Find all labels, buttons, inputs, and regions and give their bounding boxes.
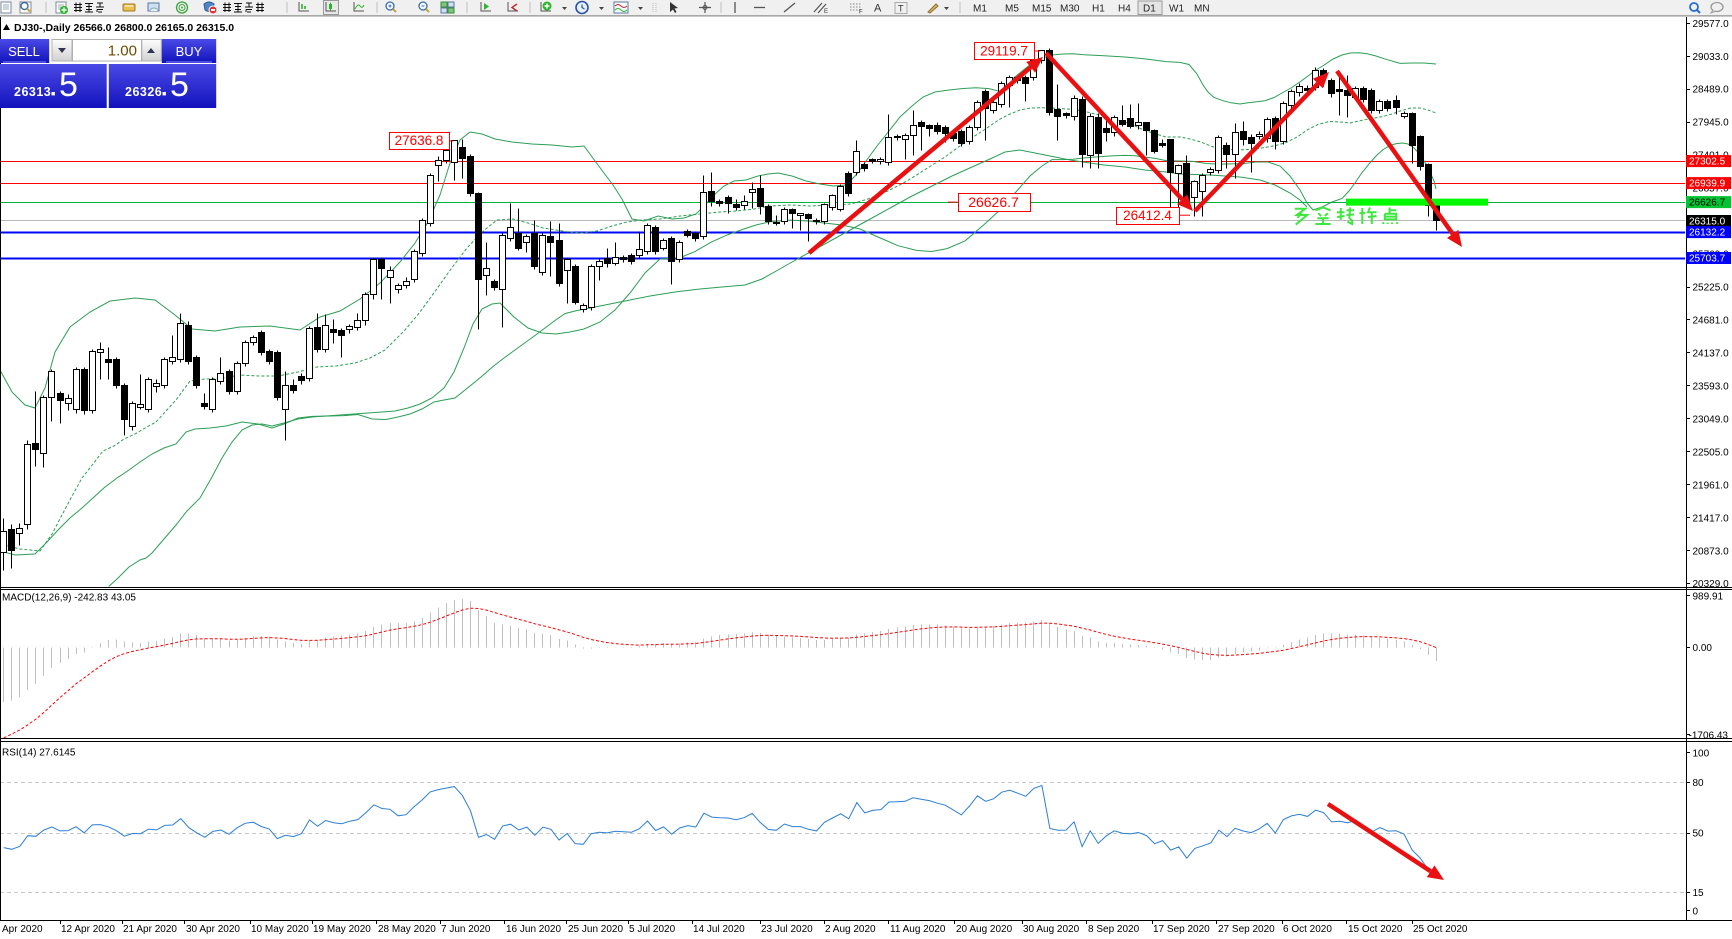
svg-text:26315.0: 26315.0 bbox=[1689, 217, 1726, 228]
svg-text:21961.0: 21961.0 bbox=[1693, 480, 1730, 491]
svg-text:22505.0: 22505.0 bbox=[1693, 447, 1730, 458]
svg-text:23593.0: 23593.0 bbox=[1693, 381, 1730, 392]
svg-text:0: 0 bbox=[1693, 907, 1699, 918]
svg-text:25 Jun 2020: 25 Jun 2020 bbox=[568, 924, 623, 935]
svg-text:BUY: BUY bbox=[176, 44, 203, 59]
svg-text:23 Jul 2020: 23 Jul 2020 bbox=[761, 924, 813, 935]
svg-text:15 Oct 2020: 15 Oct 2020 bbox=[1348, 924, 1403, 935]
svg-text:20873.0: 20873.0 bbox=[1693, 546, 1730, 557]
svg-text:8 Sep 2020: 8 Sep 2020 bbox=[1088, 924, 1140, 935]
svg-text:29033.0: 29033.0 bbox=[1693, 52, 1730, 63]
svg-text:DJ30-,Daily 26566.0 26800.0 2: DJ30-,Daily 26566.0 26800.0 26165.0 2631… bbox=[14, 22, 234, 34]
svg-text:27 Sep 2020: 27 Sep 2020 bbox=[1218, 924, 1275, 935]
svg-text:11 Aug 2020: 11 Aug 2020 bbox=[890, 924, 946, 935]
svg-text:27945.0: 27945.0 bbox=[1693, 118, 1730, 129]
svg-text:30 Aug 2020: 30 Aug 2020 bbox=[1023, 924, 1080, 935]
svg-text:M5: M5 bbox=[1005, 4, 1019, 15]
svg-text:MN: MN bbox=[1194, 4, 1210, 15]
svg-text:20 Aug 2020: 20 Aug 2020 bbox=[956, 924, 1013, 935]
svg-text:M15: M15 bbox=[1032, 4, 1052, 15]
svg-text:12 Apr 2020: 12 Apr 2020 bbox=[61, 924, 115, 935]
svg-text:RSI(14) 27.6145: RSI(14) 27.6145 bbox=[2, 748, 76, 759]
svg-text:23049.0: 23049.0 bbox=[1693, 414, 1730, 425]
svg-text:24681.0: 24681.0 bbox=[1693, 316, 1730, 327]
svg-text:SELL: SELL bbox=[8, 44, 40, 59]
svg-text:-1706.43: -1706.43 bbox=[1689, 731, 1729, 742]
svg-text:5: 5 bbox=[59, 66, 78, 104]
svg-text:26313: 26313 bbox=[14, 85, 51, 99]
svg-text:25225.0: 25225.0 bbox=[1693, 283, 1730, 294]
svg-text:M30: M30 bbox=[1060, 4, 1080, 15]
svg-text:27302.5: 27302.5 bbox=[1689, 157, 1726, 168]
svg-text:21417.0: 21417.0 bbox=[1693, 513, 1730, 524]
svg-text:0.00: 0.00 bbox=[1693, 643, 1713, 654]
svg-text:28489.0: 28489.0 bbox=[1693, 85, 1730, 96]
svg-text:26626.7: 26626.7 bbox=[1689, 198, 1726, 209]
svg-text:26326: 26326 bbox=[125, 85, 162, 99]
svg-text:10 May 2020: 10 May 2020 bbox=[251, 924, 309, 935]
svg-text:H1: H1 bbox=[1092, 4, 1105, 15]
svg-text:5 Jul 2020: 5 Jul 2020 bbox=[629, 924, 676, 935]
svg-text:A: A bbox=[874, 3, 882, 15]
svg-text:25703.7: 25703.7 bbox=[1689, 254, 1726, 265]
svg-text:26626.7: 26626.7 bbox=[968, 194, 1019, 210]
svg-text:21 Apr 2020: 21 Apr 2020 bbox=[123, 924, 177, 935]
svg-text:W1: W1 bbox=[1169, 4, 1184, 15]
svg-text:2 Aug 2020: 2 Aug 2020 bbox=[825, 924, 876, 935]
svg-text:989.91: 989.91 bbox=[1693, 591, 1724, 602]
svg-text:15: 15 bbox=[1693, 888, 1705, 899]
svg-text:30 Apr 2020: 30 Apr 2020 bbox=[186, 924, 240, 935]
svg-text:50: 50 bbox=[1693, 829, 1705, 840]
svg-text:19 May 2020: 19 May 2020 bbox=[313, 924, 371, 935]
svg-text:D1: D1 bbox=[1143, 4, 1156, 15]
svg-text:17 Sep 2020: 17 Sep 2020 bbox=[1153, 924, 1210, 935]
svg-text:80: 80 bbox=[1693, 778, 1705, 789]
svg-text:24137.0: 24137.0 bbox=[1693, 349, 1730, 360]
svg-text:20329.0: 20329.0 bbox=[1693, 579, 1730, 590]
svg-text:H4: H4 bbox=[1118, 4, 1131, 15]
svg-text:27636.8: 27636.8 bbox=[395, 133, 444, 148]
svg-text:26132.2: 26132.2 bbox=[1689, 228, 1726, 239]
svg-text:29119.7: 29119.7 bbox=[980, 44, 1028, 59]
svg-text:T: T bbox=[898, 4, 904, 14]
svg-text:E: E bbox=[824, 9, 828, 15]
svg-text:26412.4: 26412.4 bbox=[1123, 208, 1172, 223]
svg-text:5: 5 bbox=[170, 66, 189, 104]
svg-text:28 May 2020: 28 May 2020 bbox=[378, 924, 436, 935]
svg-text:Apr 2020: Apr 2020 bbox=[2, 924, 43, 935]
svg-text:100: 100 bbox=[1693, 749, 1710, 760]
svg-text:MACD(12,26,9) -242.83 43.05: MACD(12,26,9) -242.83 43.05 bbox=[2, 593, 136, 604]
svg-text:F: F bbox=[859, 10, 863, 16]
svg-text:1.00: 1.00 bbox=[108, 43, 137, 60]
svg-text:25 Oct 2020: 25 Oct 2020 bbox=[1413, 924, 1468, 935]
svg-text:26939.9: 26939.9 bbox=[1689, 179, 1726, 190]
svg-text:16 Jun 2020: 16 Jun 2020 bbox=[506, 924, 561, 935]
svg-text:6 Oct 2020: 6 Oct 2020 bbox=[1283, 924, 1332, 935]
svg-text:29577.0: 29577.0 bbox=[1693, 19, 1730, 30]
svg-text:7 Jun 2020: 7 Jun 2020 bbox=[441, 924, 491, 935]
svg-text:14 Jul 2020: 14 Jul 2020 bbox=[693, 924, 745, 935]
svg-text:M1: M1 bbox=[973, 4, 987, 15]
